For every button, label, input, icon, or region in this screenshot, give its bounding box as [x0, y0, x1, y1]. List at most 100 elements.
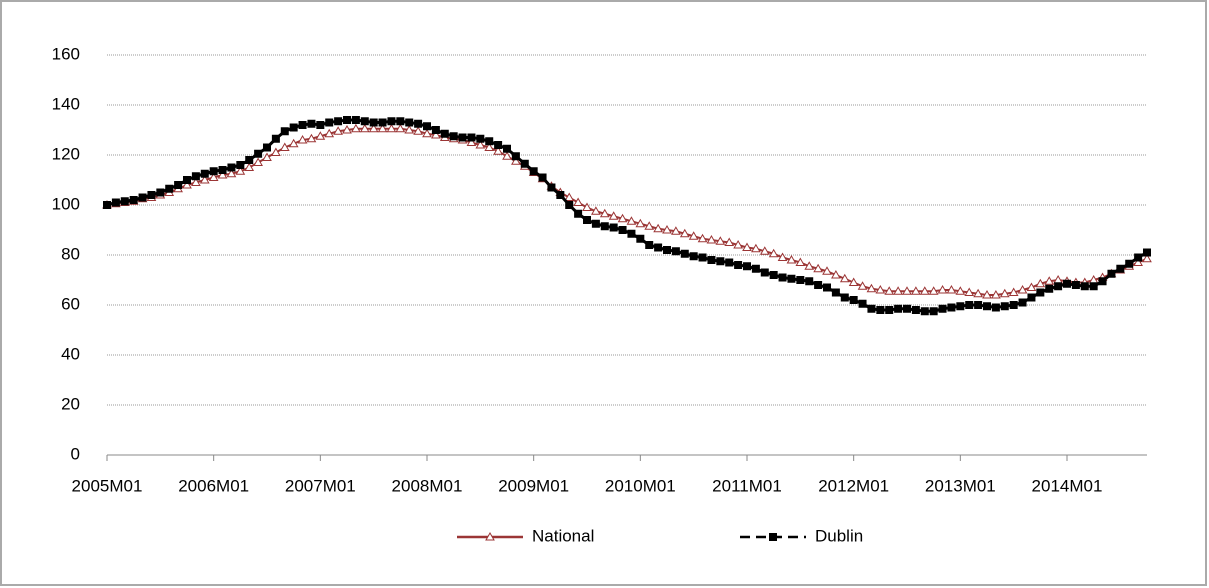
point: [840, 293, 849, 302]
point: [324, 128, 335, 138]
point: [423, 122, 431, 131]
point: [165, 184, 174, 193]
point: [707, 256, 716, 264]
point: [635, 218, 646, 228]
point: [857, 281, 868, 290]
series-line: [106, 127, 1148, 296]
point: [956, 302, 965, 311]
point: [1098, 277, 1107, 286]
point: [964, 287, 975, 296]
point: [182, 179, 192, 189]
point: [1107, 269, 1116, 278]
point: [1116, 264, 1125, 273]
x-tick-label: 2010M01: [605, 476, 676, 495]
point: [520, 159, 529, 168]
point: [369, 118, 378, 127]
x-tick-label: 2011M01: [712, 476, 782, 495]
point: [769, 271, 778, 279]
point: [591, 206, 601, 215]
point: [147, 191, 156, 199]
point: [103, 201, 111, 209]
point: [974, 301, 983, 309]
point: [1044, 276, 1055, 285]
point: [1036, 288, 1045, 297]
point: [626, 216, 637, 225]
point: [467, 133, 476, 142]
point: [245, 156, 254, 164]
point: [387, 117, 396, 126]
point: [654, 243, 663, 252]
point: [306, 133, 317, 143]
point: [227, 163, 236, 172]
point: [271, 147, 281, 156]
point: [777, 252, 788, 261]
point: [263, 143, 271, 152]
point: [938, 304, 947, 313]
point: [617, 213, 628, 223]
x-tick-label: 2005M01: [72, 476, 143, 495]
point: [208, 172, 219, 181]
point: [875, 284, 886, 294]
point: [733, 239, 743, 249]
point: [636, 234, 645, 243]
point: [813, 263, 823, 273]
point: [289, 123, 298, 132]
point: [359, 123, 370, 133]
point: [1125, 259, 1134, 268]
point: [991, 289, 1001, 299]
point: [547, 183, 556, 192]
point: [493, 146, 503, 155]
x-tick-label: 2014M01: [1032, 476, 1103, 495]
point: [183, 176, 191, 184]
x-tick-label: 2012M01: [818, 476, 889, 495]
point: [217, 169, 228, 179]
point: [511, 156, 521, 165]
point: [653, 223, 663, 233]
point: [663, 246, 671, 254]
point: [929, 307, 938, 316]
point: [422, 128, 432, 138]
point: [226, 168, 237, 178]
point: [386, 123, 397, 133]
point: [858, 299, 867, 308]
point: [742, 242, 752, 251]
point: [297, 134, 308, 144]
point: [627, 229, 636, 238]
point: [716, 257, 725, 266]
point: [1089, 282, 1098, 291]
point: [538, 173, 547, 182]
point: [405, 118, 414, 127]
point: [778, 273, 787, 282]
point: [982, 289, 992, 299]
point: [156, 188, 165, 197]
point: [1054, 282, 1063, 291]
point: [138, 193, 147, 202]
point: [414, 119, 423, 128]
point: [902, 286, 912, 295]
point: [1071, 281, 1080, 289]
point: [1017, 284, 1028, 294]
point: [1134, 253, 1143, 262]
point: [645, 241, 654, 249]
y-tick-label: 0: [71, 444, 80, 463]
point: [885, 306, 894, 314]
point: [911, 286, 921, 295]
point: [120, 197, 129, 206]
point: [458, 133, 467, 142]
legend-label: National: [532, 526, 594, 545]
point: [644, 221, 655, 230]
point: [262, 152, 272, 161]
point: [671, 226, 681, 235]
point: [768, 248, 779, 258]
point: [965, 301, 974, 309]
point: [1027, 293, 1036, 302]
point: [396, 117, 405, 126]
point: [609, 223, 618, 232]
point: [983, 302, 991, 311]
y-tick-label: 60: [61, 294, 80, 313]
point: [734, 261, 743, 269]
point: [475, 139, 486, 149]
point: [307, 119, 316, 128]
y-tick-label: 120: [52, 144, 80, 163]
